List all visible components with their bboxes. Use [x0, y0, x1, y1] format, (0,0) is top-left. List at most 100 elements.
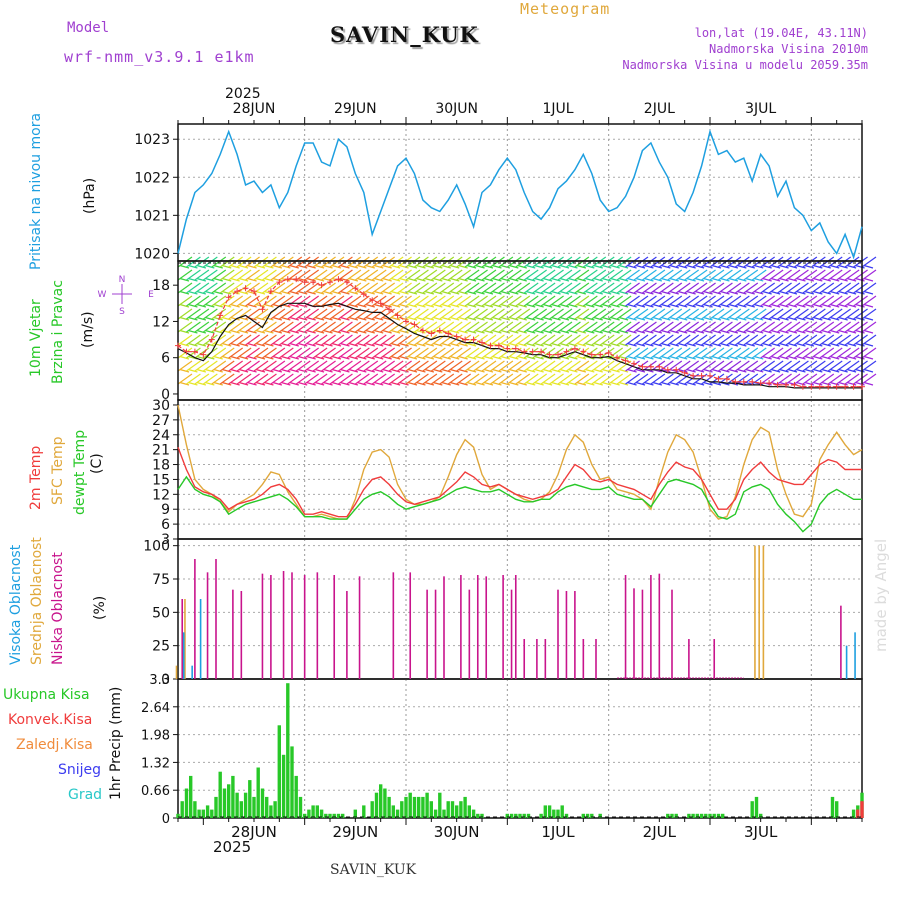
wind-barb: [559, 368, 570, 373]
wind-barb: [179, 342, 190, 347]
wind-barb: [340, 342, 350, 347]
precip-bar: [353, 809, 357, 818]
wind-barb: [230, 329, 240, 334]
wind-barb: [669, 355, 679, 360]
wind-barb: [576, 342, 587, 347]
y-tick-label: 1020: [134, 246, 170, 262]
year-label-top: 2025: [225, 86, 261, 102]
precip-bar: [585, 813, 590, 818]
wind-barb: [855, 329, 865, 334]
wind-barb: [526, 355, 536, 360]
wind-barb: [821, 277, 831, 282]
wind-barb: [644, 355, 654, 360]
wind-barb: [796, 277, 806, 282]
wind-barb: [475, 303, 485, 308]
wind-barb: [863, 303, 874, 308]
wind-barb: [348, 342, 359, 347]
wind-barb: [804, 342, 815, 347]
precip-bar: [260, 788, 265, 818]
wind-barb: [661, 316, 671, 321]
wind-barb: [433, 290, 443, 295]
wind-barb: [441, 290, 451, 295]
wind-barb: [754, 342, 764, 347]
wind-barb: [745, 290, 755, 295]
wind-barb: [340, 290, 350, 295]
wind-barb: [365, 264, 375, 269]
precip-bar: [362, 805, 366, 818]
wind-barb: [196, 303, 207, 308]
wind-barb: [222, 264, 232, 269]
wind-barb: [289, 290, 299, 295]
wind-barb: [357, 277, 367, 282]
precip-bar: [231, 775, 235, 818]
precip-bar: [307, 809, 311, 818]
wind-barb: [534, 342, 544, 347]
wind-barb: [846, 368, 857, 373]
wind-barb: [509, 381, 519, 386]
wind-barb: [272, 368, 283, 373]
wind-barb: [678, 355, 688, 360]
wind-barb: [787, 316, 798, 321]
y-tick-label: 30: [152, 398, 170, 414]
wind-barb: [475, 355, 485, 360]
y-tick-label: 12: [152, 314, 170, 330]
wind-barb: [542, 264, 553, 269]
wind-barb: [846, 264, 857, 269]
wind-barb: [458, 329, 468, 334]
precip-bar: [265, 796, 269, 818]
wind-barb: [264, 342, 274, 347]
precip-bar: [273, 801, 277, 818]
wind-barb: [618, 355, 629, 360]
wind-barb: [796, 355, 806, 360]
wind-barb: [745, 303, 755, 308]
wind-barb: [678, 381, 688, 386]
wind-barb: [576, 264, 587, 269]
wind-barb: [509, 303, 519, 308]
wind-barb: [492, 264, 502, 269]
wind-barb: [796, 342, 806, 347]
wind-barb: [813, 381, 823, 386]
day-label-top: 29JUN: [334, 101, 377, 117]
wind-barb: [610, 290, 620, 295]
wind-barb: [635, 303, 646, 308]
sfc-temp-line: [177, 404, 863, 520]
wind-barb: [247, 277, 257, 282]
wind-barb: [289, 342, 299, 347]
wind-barb: [407, 290, 418, 295]
precip-bar: [222, 788, 227, 818]
wind-barb: [365, 303, 375, 308]
wind-barb: [602, 342, 612, 347]
wind-barb: [610, 303, 620, 308]
wind-barb: [517, 381, 527, 386]
wind-barb: [770, 355, 781, 360]
wind-barb: [720, 316, 730, 321]
wind-barb: [813, 303, 823, 308]
wind-barb: [222, 368, 232, 373]
wind-barb: [247, 264, 257, 269]
wind-barb: [754, 368, 764, 373]
precip-bar: [197, 809, 201, 818]
wind-barb: [703, 368, 713, 373]
wind-barb: [737, 342, 747, 347]
precip-bar: [687, 813, 691, 818]
wind-barb: [247, 368, 257, 373]
wind-barb: [762, 264, 772, 269]
wind-barb: [838, 264, 848, 269]
wind-barb: [196, 264, 207, 269]
wind-barb: [635, 290, 646, 295]
wind-barb: [213, 290, 223, 295]
wind-barb: [745, 329, 755, 334]
wind-barb: [787, 303, 798, 308]
wind-barb: [374, 290, 384, 295]
precip-bar: [463, 796, 467, 818]
wind-barb: [821, 381, 831, 386]
wind-barb: [678, 303, 688, 308]
wind-barb: [306, 355, 316, 360]
wind-barb: [821, 290, 831, 295]
wind-barb: [399, 381, 409, 386]
wind-barb: [711, 342, 722, 347]
wind-barb: [542, 277, 553, 282]
precip-bar: [184, 788, 189, 818]
wind-barb: [627, 303, 637, 308]
wind-barb: [686, 329, 696, 334]
